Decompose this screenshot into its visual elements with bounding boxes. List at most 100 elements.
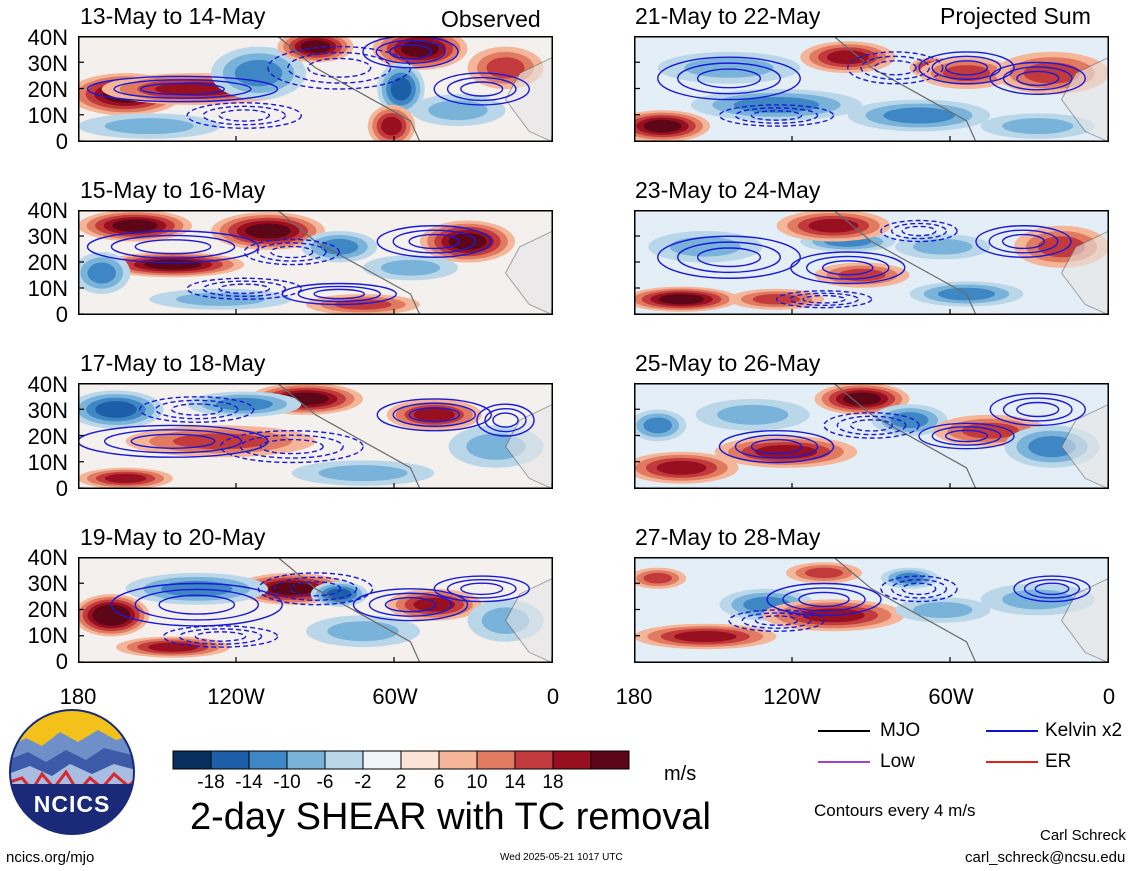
kelvin-contour [890,222,948,240]
kelvin-contour [847,51,944,85]
colorbar-swatch [400,750,440,770]
shear-anomaly-shade [883,107,955,124]
kelvin-contour [901,225,937,237]
kelvin-contour [989,392,1086,427]
kelvin-contour [1013,575,1091,603]
shear-map [634,557,1109,663]
shear-anomaly-shade [381,116,402,136]
kelvin-contour [1016,70,1060,87]
kelvin-contour [918,422,1015,450]
kelvin-contour [218,109,271,122]
colorbar-tick-label: 14 [504,772,526,793]
colorbar-swatch [514,750,554,770]
panel-date-title: 19-May to 20-May [80,524,266,550]
author: Carl Schreck [1040,827,1126,844]
x-tick-label: 180 [59,684,97,709]
kelvin-contour [734,107,819,124]
kelvin-contour [376,398,492,432]
kelvin-contour [433,72,530,106]
kelvin-contour [446,578,517,599]
kelvin-contour [790,251,906,285]
coastline [277,383,421,489]
kelvin-contour [880,575,958,603]
legend-kelvin: Kelvin x2 [1045,720,1123,741]
y-tick-label: 20N [27,77,68,102]
logo-text: NCICS [34,791,111,817]
panel-date-title: 15-May to 16-May [80,177,266,203]
y-tick-label: 0 [55,129,68,154]
figure-title: 2-day SHEAR with TC removal [190,796,711,838]
kelvin-contour [806,255,890,280]
panel-date-title: 21-May to 22-May [635,3,821,29]
shear-anomaly-shade [95,401,137,418]
shear-anomaly-shade [448,233,487,250]
y-tick-label: 20N [27,250,68,275]
colorbar-tick-label: -10 [273,772,301,793]
kelvin-contour [789,292,859,306]
shear-anomaly-shade [300,40,331,53]
kelvin-contour [78,424,269,458]
shear-anomaly-shade [104,473,147,484]
legend-er: ER [1045,751,1072,772]
y-tick-label: 40N [27,25,68,50]
kelvin-contour [823,411,920,439]
kelvin-contour [860,55,931,80]
kelvin-contour [989,61,1086,96]
y-tick-label: 10N [27,450,68,475]
kelvin-contour [696,247,762,268]
site-link[interactable]: ncics.org/mjo [6,849,95,866]
coastline [504,230,553,315]
kelvin-contour [798,591,850,608]
y-tick-label: 30N [27,571,68,596]
colorbar-tick-label: -18 [197,772,225,793]
kelvin-contour [243,238,340,266]
kelvin-contour [944,429,989,443]
shear-anomaly-shade [173,433,268,450]
kelvin-contour [86,75,279,103]
colorbar-swatch [172,750,212,770]
y-tick-label: 40N [27,198,68,223]
shear-anomaly-shade [643,119,682,133]
kelvin-contour [931,426,1002,446]
kelvin-contour [988,229,1059,254]
shear-anomaly-shade [684,57,774,78]
kelvin-contour [750,110,803,121]
kelvin-contour [1002,397,1073,422]
shear-anomaly-shade [327,621,399,642]
author-email[interactable]: carl_schreck@ncsu.edu [965,849,1126,866]
kelvin-contour [86,230,260,264]
kelvin-contour [408,407,461,423]
kelvin-contour [741,612,812,629]
colorbar-swatch [438,750,478,770]
shear-anomaly-shade [413,407,456,422]
kelvin-contour [313,288,366,300]
shear-anomaly-shade [112,219,158,233]
y-tick-label: 10N [27,623,68,648]
shear-map [78,557,553,663]
shear-anomaly-shade [87,262,116,284]
shear-anomaly-shade [104,118,194,135]
y-tick-label: 30N [27,51,68,76]
kelvin-contour [408,233,461,250]
kelvin-contour [392,229,476,254]
kelvin-contour [975,225,1072,258]
ncics-logo: NCICS [9,709,135,835]
x-tick-label: 0 [1102,684,1116,709]
panel-date-title: 23-May to 24-May [635,177,821,203]
kelvin-contour [352,588,469,622]
y-tick-label: 30N [27,224,68,249]
kelvin-contour [368,592,453,617]
shear-map [634,383,1109,489]
shear-map [78,210,553,315]
shear-anomaly-shade [754,444,818,459]
coastline [504,403,553,489]
colorbar-tick-label: 10 [466,772,488,793]
shear-anomaly-shade [643,417,672,434]
colorbar-swatch [286,750,326,770]
shear-anomaly-shade [658,294,705,305]
contour-note: Contours every 4 m/s [814,801,976,820]
kelvin-contour [202,105,286,126]
kelvin-contour [139,396,255,423]
kelvin-contour [677,241,781,274]
kelvin-contour [103,429,243,454]
